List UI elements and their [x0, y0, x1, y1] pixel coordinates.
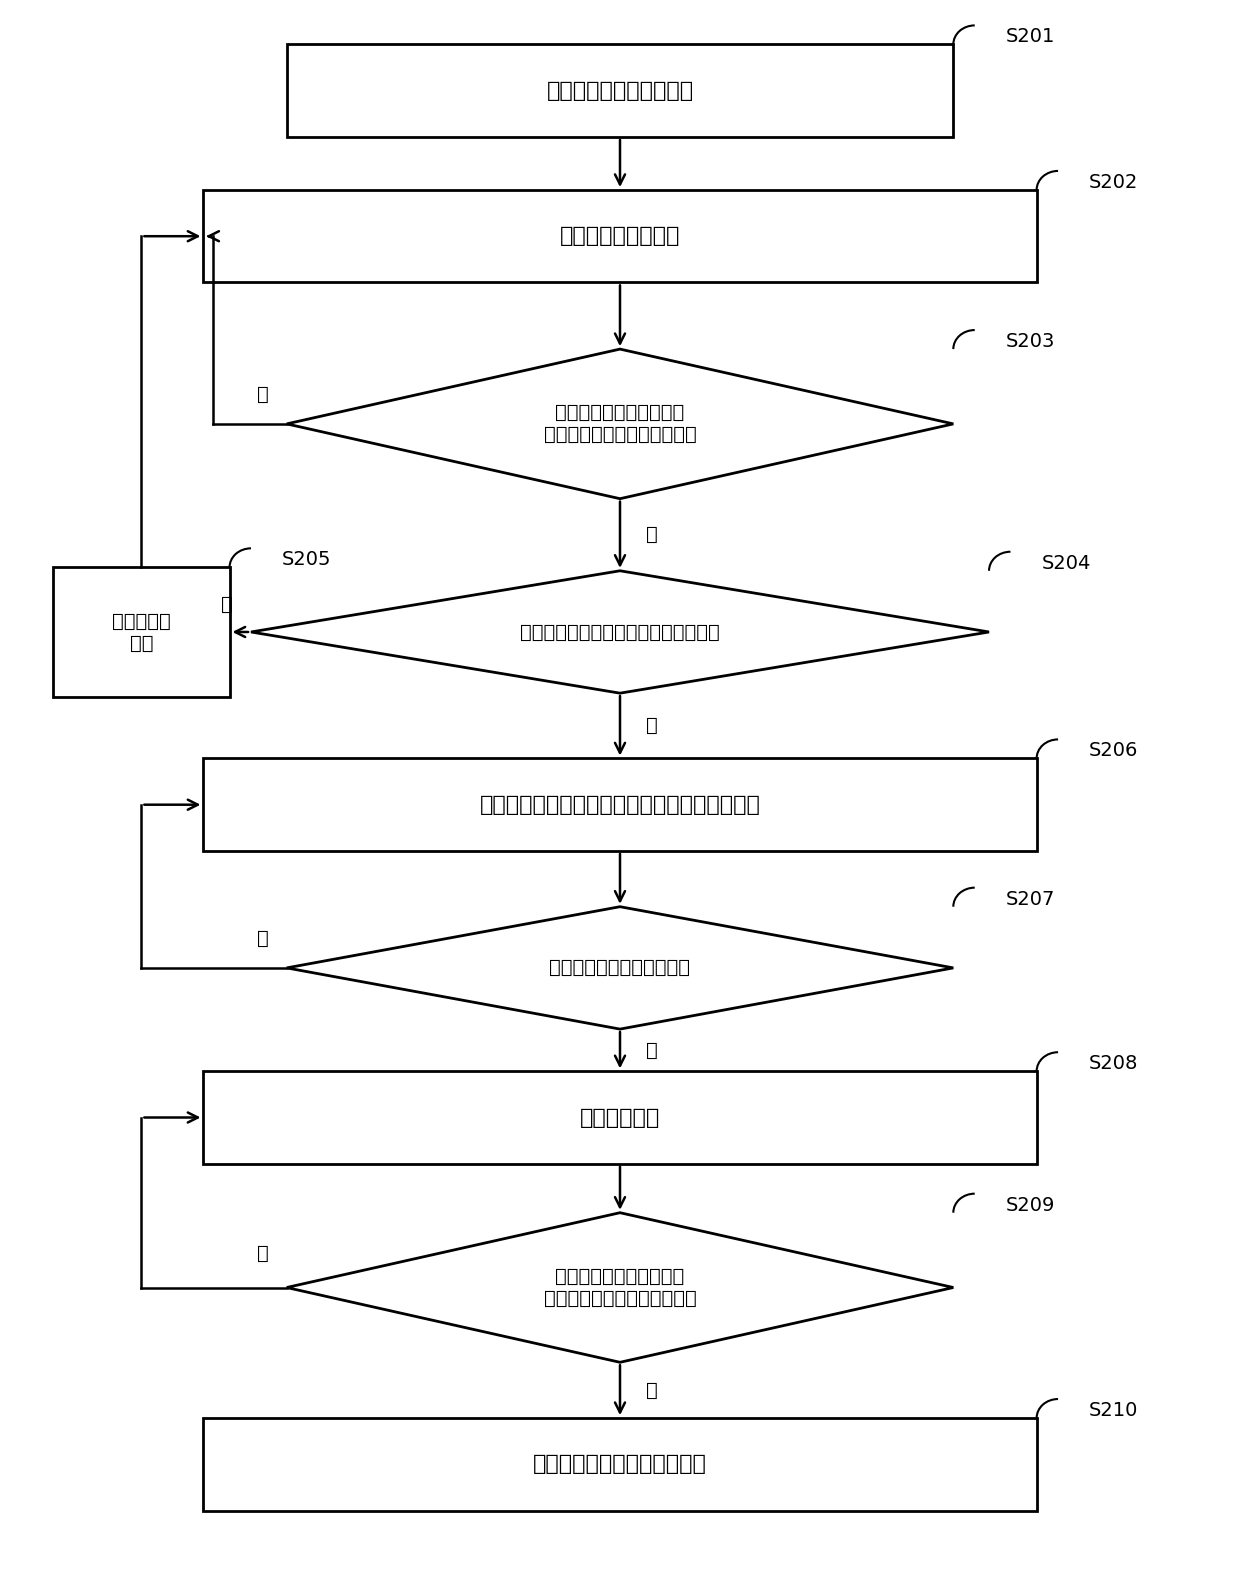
Text: 断开主正继电器和充电继电器: 断开主正继电器和充电继电器 — [533, 1454, 707, 1475]
Text: 获取回路电流: 获取回路电流 — [580, 1108, 660, 1128]
Polygon shape — [286, 350, 954, 499]
Text: 获取动力电池的加热指令: 获取动力电池的加热指令 — [547, 81, 693, 100]
Text: 是: 是 — [646, 1381, 658, 1400]
Text: 是: 是 — [646, 526, 658, 545]
Bar — [203, 758, 1037, 852]
Text: 闭合主正继电器和充电继电器进行直流充电加热: 闭合主正继电器和充电继电器进行直流充电加热 — [480, 794, 760, 815]
Text: S206: S206 — [1089, 742, 1138, 761]
Bar — [203, 1071, 1037, 1163]
Text: S203: S203 — [1006, 332, 1055, 351]
Bar — [53, 567, 229, 696]
Text: 获取车辆的状态信息: 获取车辆的状态信息 — [559, 226, 681, 246]
Text: 是: 是 — [646, 1041, 658, 1060]
Text: 是: 是 — [646, 717, 658, 736]
Text: 否: 否 — [257, 385, 269, 404]
Text: S209: S209 — [1006, 1195, 1055, 1214]
Text: S202: S202 — [1089, 173, 1138, 192]
Bar — [286, 44, 954, 137]
Text: S208: S208 — [1089, 1054, 1138, 1073]
Text: 确定回路电流是否小于主
正继电器的安全带载切断电流: 确定回路电流是否小于主 正继电器的安全带载切断电流 — [543, 1266, 697, 1308]
Text: 否: 否 — [257, 928, 269, 947]
Text: S204: S204 — [1042, 553, 1091, 572]
Text: S201: S201 — [1006, 27, 1055, 46]
Text: 否: 否 — [257, 1244, 269, 1263]
Text: S210: S210 — [1089, 1401, 1138, 1421]
Text: 否: 否 — [222, 596, 233, 615]
Bar — [203, 1417, 1037, 1511]
Text: 根据状态信息确定车辆是
否满足直流充电加热启动条件: 根据状态信息确定车辆是 否满足直流充电加热启动条件 — [543, 404, 697, 445]
Polygon shape — [286, 907, 954, 1030]
Bar — [203, 191, 1037, 283]
Text: S205: S205 — [281, 550, 331, 569]
Text: 断开主正继
电器: 断开主正继 电器 — [112, 612, 171, 653]
Text: 确定主正继电器的状态是否为断开状态: 确定主正继电器的状态是否为断开状态 — [520, 623, 720, 642]
Polygon shape — [250, 570, 990, 693]
Text: 确定直流充电加热是否完成: 确定直流充电加热是否完成 — [549, 958, 691, 977]
Text: S207: S207 — [1006, 890, 1055, 909]
Polygon shape — [286, 1212, 954, 1362]
